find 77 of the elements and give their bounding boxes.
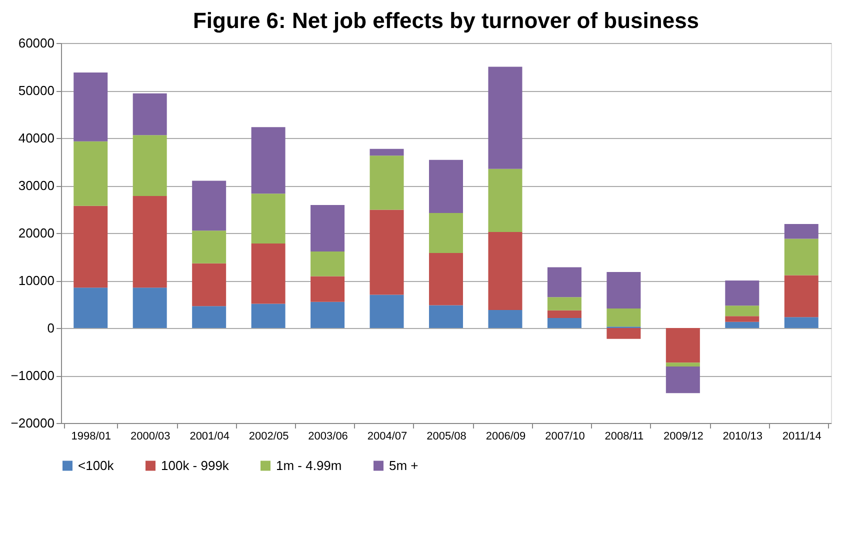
- bar: [370, 210, 404, 295]
- bar: [429, 305, 463, 328]
- chart-title: Figure 6: Net job effects by turnover of business: [192, 8, 700, 33]
- bar: [429, 213, 463, 253]
- bar: [251, 194, 286, 244]
- y-tick-label: 40000: [18, 130, 54, 146]
- bar: [606, 272, 641, 309]
- bar: [74, 288, 108, 328]
- bar: [725, 306, 760, 316]
- bar: [251, 127, 286, 194]
- bar: [310, 252, 345, 276]
- x-tick-label: 2009/12: [664, 430, 704, 442]
- bar: [132, 196, 167, 288]
- bar: [784, 275, 818, 318]
- x-tick-label: 2004/07: [367, 430, 408, 442]
- y-tick-label: 0: [47, 320, 54, 336]
- x-tick-label: 2005/08: [426, 430, 466, 442]
- bar: [370, 294, 404, 328]
- x-tick-label: 2006/09: [486, 430, 526, 442]
- legend-label: 5m +: [389, 458, 418, 473]
- bar: [429, 160, 463, 214]
- y-tick-label: 30000: [18, 178, 54, 193]
- bar: [725, 280, 760, 306]
- bar: [547, 267, 582, 298]
- bar: [547, 310, 582, 318]
- bar: [370, 148, 404, 156]
- bar: [310, 302, 345, 328]
- bar: [192, 230, 226, 264]
- x-tick-label: 2010/13: [722, 430, 763, 442]
- bar: [251, 304, 286, 328]
- bar: [666, 362, 700, 366]
- bar: [132, 93, 167, 136]
- bar: [192, 180, 226, 231]
- bar: [74, 206, 108, 288]
- bar: [488, 66, 522, 169]
- bar: [74, 72, 108, 142]
- y-tick-label: 10000: [18, 273, 54, 288]
- bar: [606, 308, 641, 327]
- legend-label: 1m - 4.99m: [276, 458, 342, 473]
- y-tick-label: 20000: [18, 226, 54, 240]
- bar: [488, 232, 522, 310]
- y-tick-label: 60000: [18, 36, 54, 50]
- bar: [725, 322, 760, 328]
- x-tick-label: 2003/06: [308, 430, 348, 442]
- bar: [784, 317, 818, 328]
- bar: [606, 328, 641, 339]
- bar: [370, 156, 404, 210]
- bar: [784, 224, 818, 239]
- bar: [784, 238, 818, 276]
- x-tick-label: 2011/14: [782, 430, 822, 442]
- bar: [488, 310, 522, 328]
- legend-label: <100k: [78, 458, 114, 473]
- bar: [725, 316, 760, 322]
- y-tick-label: −10000: [10, 368, 54, 383]
- x-tick-label: 1998/01: [71, 430, 111, 442]
- bar: [666, 366, 700, 394]
- bar: [251, 243, 286, 304]
- bar: [310, 204, 345, 252]
- bar: [132, 135, 167, 196]
- y-tick-label: 50000: [18, 83, 54, 98]
- x-tick-label: 2007/10: [545, 430, 585, 442]
- bar: [666, 328, 700, 363]
- bar: [192, 306, 226, 328]
- x-tick-label: 2000/03: [130, 430, 170, 442]
- x-tick-label: 2002/05: [248, 430, 289, 442]
- bar: [74, 141, 108, 206]
- x-tick-label: 2008/11: [604, 430, 644, 442]
- bar: [310, 276, 345, 302]
- legend-label: 100k - 999k: [161, 458, 230, 473]
- bar: [132, 288, 167, 328]
- bar: [488, 168, 522, 232]
- bar: [547, 297, 582, 310]
- bar: [429, 252, 463, 306]
- x-tick-label: 2001/04: [190, 430, 230, 442]
- y-tick-label: −20000: [10, 416, 54, 430]
- bar: [192, 263, 226, 306]
- bar: [547, 318, 582, 328]
